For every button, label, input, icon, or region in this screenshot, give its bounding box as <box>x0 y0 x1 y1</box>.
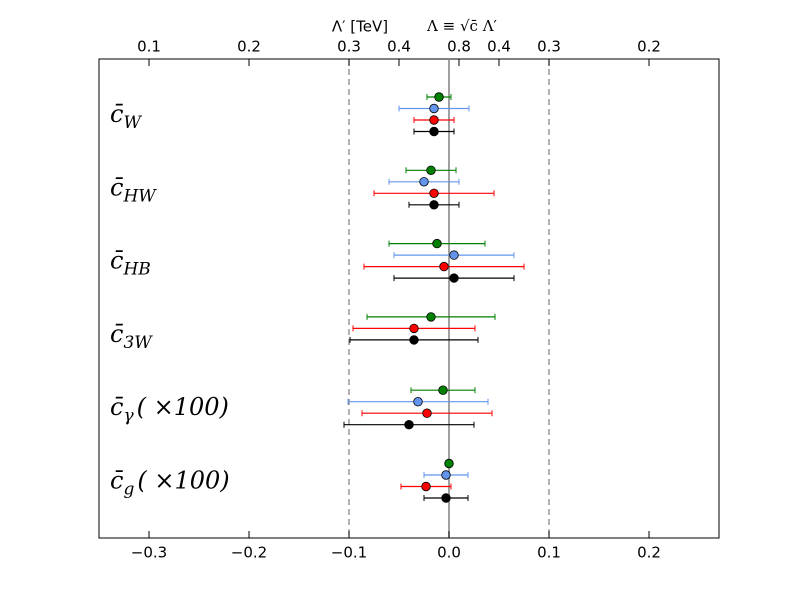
point <box>429 200 439 210</box>
category-label: c̄W <box>110 100 142 133</box>
point <box>438 385 448 395</box>
x2-tick-label: 0.8 <box>447 38 471 56</box>
x-tick-label: −0.2 <box>231 544 267 562</box>
category-label: c̄g( ×100) <box>110 466 230 499</box>
category-symbol: c̄ <box>110 173 124 201</box>
point <box>413 397 423 407</box>
point <box>441 493 451 503</box>
point <box>422 408 432 418</box>
category-suffix: ( ×100) <box>137 466 229 494</box>
category-symbol: c̄ <box>110 466 124 494</box>
point <box>421 481 431 492</box>
point <box>404 420 414 430</box>
point <box>409 335 419 345</box>
x-tick-label: 0.0 <box>437 544 461 562</box>
point <box>429 188 439 199</box>
x2-title-left: Λ′ [TeV] <box>332 18 388 36</box>
x2-title-right: Λ ≡ √c̄ Λ′ <box>426 17 497 35</box>
point <box>441 470 451 480</box>
category-symbol: c̄ <box>110 246 124 274</box>
x2-tick-label: 0.1 <box>137 38 161 56</box>
category-symbol: c̄ <box>110 100 124 128</box>
x2-tick-label: 0.4 <box>487 38 511 56</box>
point <box>444 458 454 469</box>
point <box>434 92 444 102</box>
point <box>426 312 436 322</box>
point <box>429 126 439 137</box>
point <box>449 273 459 283</box>
x-tick-label: −0.1 <box>331 544 367 562</box>
point <box>439 261 449 272</box>
x-tick-label: 0.2 <box>637 544 661 562</box>
x2-tick-label: 0.4 <box>387 38 411 56</box>
category-subscript: HW <box>122 186 157 206</box>
point <box>426 165 436 176</box>
plot-frame <box>98 58 720 539</box>
category-symbol: c̄ <box>110 319 124 347</box>
point <box>429 115 439 125</box>
category-label: c̄3W <box>110 319 153 352</box>
category-subscript: γ <box>123 406 134 426</box>
category-symbol: c̄ <box>110 393 124 421</box>
x2-tick-label: 0.3 <box>537 38 561 56</box>
point <box>449 250 459 260</box>
category-label: c̄HW <box>110 173 157 206</box>
category-subscript: g <box>123 479 134 499</box>
x2-tick-label: 0.3 <box>337 38 361 56</box>
category-label: c̄HB <box>110 246 151 279</box>
category-subscript: HB <box>122 259 150 279</box>
point <box>429 103 439 114</box>
point <box>432 238 442 249</box>
category-label: c̄γ( ×100) <box>110 393 229 426</box>
point <box>409 323 419 334</box>
x2-tick-label: 0.2 <box>637 38 661 56</box>
x-tick-label: −0.3 <box>131 544 167 562</box>
category-subscript: W <box>123 113 142 133</box>
category-subscript: 3W <box>123 332 153 352</box>
x2-tick-label: 0.2 <box>237 38 261 56</box>
x-tick-label: 0.1 <box>537 544 561 562</box>
category-suffix: ( ×100) <box>137 393 229 421</box>
point <box>419 177 429 187</box>
